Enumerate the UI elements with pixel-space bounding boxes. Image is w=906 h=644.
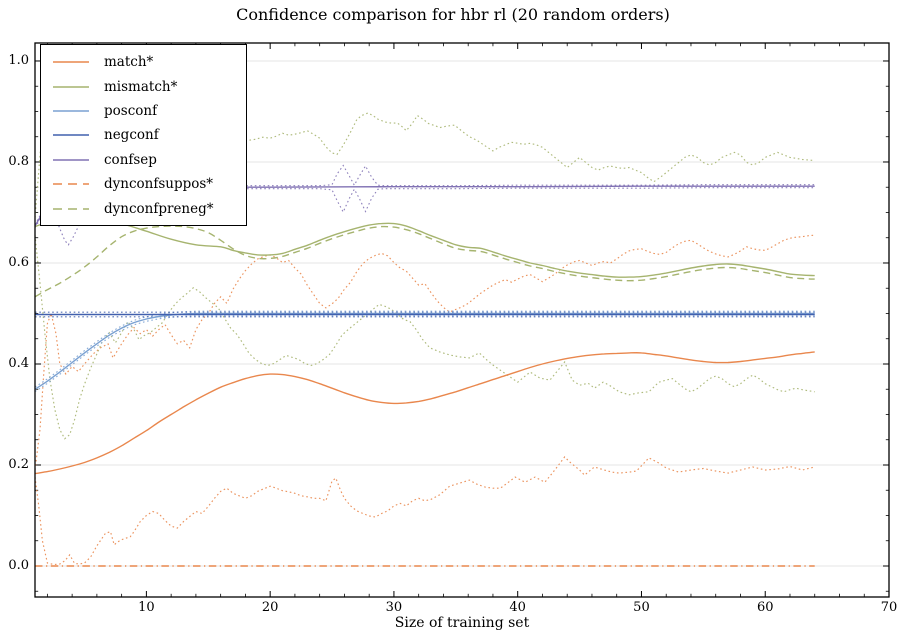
legend-label: confsep xyxy=(104,151,157,168)
x-tick-label: 70 xyxy=(880,600,898,615)
legend-item-negconf: negconf xyxy=(41,123,246,147)
legend-item-mismatch: mismatch* xyxy=(41,74,246,98)
series-mismatch-lower-band xyxy=(35,235,815,440)
series-mismatch xyxy=(35,216,815,278)
legend-label: match* xyxy=(104,54,154,71)
y-tick-label: 0.6 xyxy=(8,254,29,270)
series-match xyxy=(35,351,815,475)
chart-title: Confidence comparison for hbr rl (20 ran… xyxy=(236,5,670,24)
legend-line-sample xyxy=(53,134,89,137)
x-tick-label: 40 xyxy=(509,600,526,615)
y-tick-label: 1.0 xyxy=(8,52,29,68)
y-tick-label: 0.2 xyxy=(8,456,29,472)
x-axis-label: Size of training set xyxy=(394,615,530,631)
legend-label: dynconfsuppos* xyxy=(104,176,214,193)
legend-line-sample xyxy=(53,183,89,185)
y-tick-label: 0.4 xyxy=(8,355,29,371)
legend-label: mismatch* xyxy=(104,78,178,95)
legend-item-match: match* xyxy=(41,50,246,74)
legend-item-dynconfsuppos: dynconfsuppos* xyxy=(41,172,246,196)
x-tick-label: 20 xyxy=(261,600,279,615)
legend-label: negconf xyxy=(104,127,159,144)
series-posconf xyxy=(35,312,815,390)
plot-border xyxy=(34,42,890,598)
legend-line-sample xyxy=(53,207,89,210)
legend-line-sample xyxy=(53,85,89,88)
legend-item-dynconfpreneg: dynconfpreneg* xyxy=(41,196,246,220)
series-posconf-upper-band xyxy=(35,310,815,388)
x-tick-label: 30 xyxy=(385,600,403,615)
legend-line-sample xyxy=(53,110,89,112)
x-tick-label: 10 xyxy=(138,600,155,615)
legend-line-sample xyxy=(53,158,89,161)
series-match-upper-band xyxy=(35,234,815,471)
y-tick-label: 0.8 xyxy=(8,153,29,169)
legend: match* mismatch* posconf negconf confsep dync… xyxy=(40,44,247,226)
series-match-lower-band xyxy=(35,456,815,566)
legend-label: posconf xyxy=(104,102,158,119)
series-dynconfpreneg xyxy=(35,225,815,298)
y-tick-label: 0.0 xyxy=(8,557,29,573)
x-tick-label: 60 xyxy=(756,600,774,615)
legend-item-confsep: confsep xyxy=(41,148,246,172)
x-tick-label: 50 xyxy=(633,600,650,615)
series-posconf-lower-band xyxy=(35,315,815,392)
legend-line-sample xyxy=(53,61,89,63)
series-confsep-lower-band xyxy=(35,187,815,246)
legend-label: dynconfpreneg* xyxy=(104,200,214,217)
legend-item-posconf: posconf xyxy=(41,99,246,123)
